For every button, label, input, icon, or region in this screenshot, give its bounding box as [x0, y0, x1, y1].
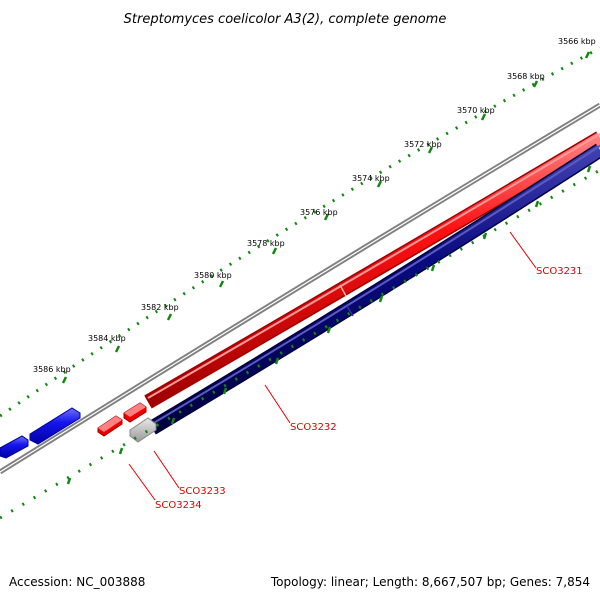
gene-leader-lines [128, 231, 537, 501]
major-ticks [61, 51, 591, 384]
gene-label-sco3233[interactable]: SCO3233 [179, 486, 226, 497]
tick-label: 3578 kbp [247, 239, 285, 248]
gene-boundary-navy [346, 305, 354, 317]
gene-label-sco3231[interactable]: SCO3231 [536, 266, 583, 277]
tick-label: 3566 kbp [558, 37, 596, 46]
tick-label: 3576 kbp [300, 208, 338, 217]
tick-label: 3572 kbp [404, 140, 442, 149]
gene-label-sco3232[interactable]: SCO3232 [290, 422, 337, 433]
gene-label-sco3234[interactable]: SCO3234 [155, 500, 202, 511]
inner-major-ticks [66, 165, 592, 485]
tick-labels: 3566 kbp 3568 kbp 3570 kbp 3572 kbp 3574… [33, 37, 596, 374]
tick-label: 3586 kbp [33, 365, 71, 374]
gene-block-blue-1 [29, 407, 81, 445]
tick-label: 3568 kbp [507, 72, 545, 81]
tick-label: 3582 kbp [141, 303, 179, 312]
tick-label: 3574 kbp [352, 174, 390, 183]
tick-label: 3570 kbp [457, 106, 495, 115]
map-title: Streptomyces coelicolor A3(2), complete … [124, 12, 447, 27]
tick-label: 3584 kbp [88, 334, 126, 343]
gene-boundary-red [339, 284, 347, 297]
accession-text: Accession: NC_003888 [9, 575, 145, 589]
gene-block-blue-2 [0, 435, 29, 459]
outer-tick-ring [0, 46, 600, 418]
gene-block-sco3233-gray [129, 417, 157, 443]
tick-label: 3580 kbp [194, 271, 232, 280]
genome-summary-text: Topology: linear; Length: 8,667,507 bp; … [270, 575, 590, 589]
genome-backbone [0, 102, 600, 475]
